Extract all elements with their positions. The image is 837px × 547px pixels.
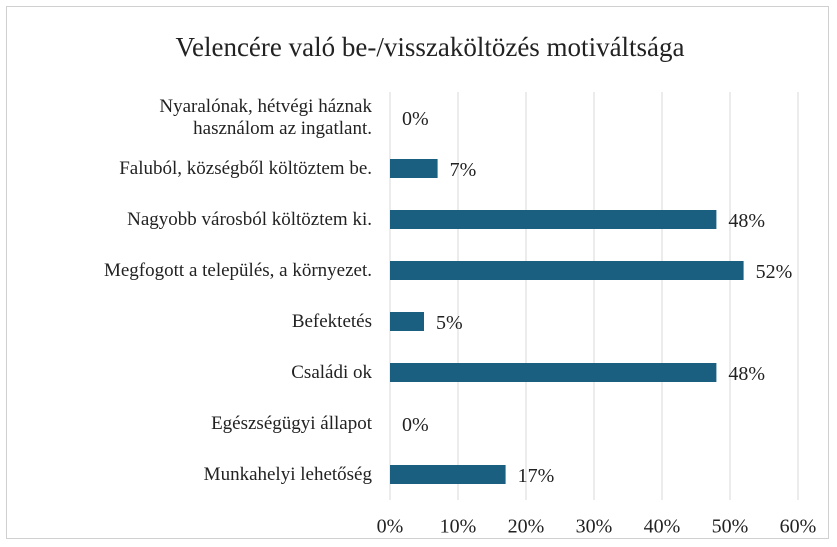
y-tick-label: Megfogott a település, a környezet. [103,259,372,281]
bar [390,312,424,331]
y-tick-label: Befektetés [291,310,372,332]
y-tick-label: Faluból, községből költöztem be. [119,157,372,179]
data-label: 17% [518,465,555,487]
bar [390,210,717,229]
data-label: 7% [450,159,477,181]
y-tick-label: Nagyobb városból költöztem ki. [127,208,372,230]
x-tick-label: 30% [576,516,613,538]
chart-border [6,6,829,539]
bar [390,261,744,280]
chart-title: Velencére való be-/visszaköltözés motivá… [175,32,684,62]
bar [390,465,506,484]
bar [390,159,438,178]
y-tick-label: Munkahelyi lehetőség [203,463,372,485]
x-tick-label: 40% [644,516,681,538]
x-tick-label: 10% [440,516,477,538]
bar [390,363,717,382]
y-tick-label: Családi ok [291,361,372,383]
x-tick-label: 60% [780,516,817,538]
data-label: 5% [436,312,463,334]
x-tick-label: 50% [712,516,749,538]
x-tick-label: 0% [377,516,404,538]
data-label: 48% [728,363,765,385]
data-label: 48% [728,210,765,232]
x-tick-label: 20% [508,516,545,538]
data-label: 52% [756,261,793,283]
data-label: 0% [402,108,429,130]
data-label: 0% [402,414,429,436]
y-tick-label: Egészségügyi állapot [211,412,372,434]
y-tick-label: Nyaralónak, hétvégi háznak használom az … [159,95,372,139]
